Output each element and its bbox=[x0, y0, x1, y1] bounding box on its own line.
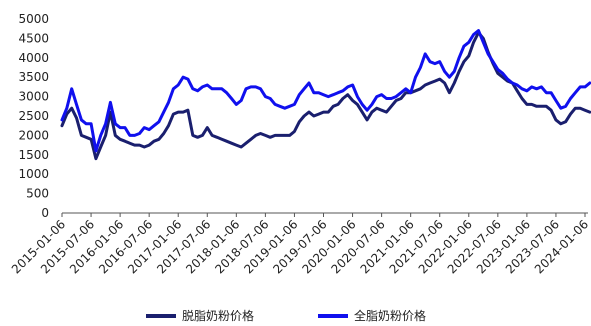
y-tick-label: 5000 bbox=[18, 12, 49, 26]
series-line-whole-milk-powder bbox=[60, 29, 591, 153]
y-axis: 0 500 1000 1500 2000 2500 3000 3500 4000 4500 5000 bbox=[18, 12, 49, 220]
y-tick-label: 4000 bbox=[18, 51, 49, 65]
series-line-skim-milk-powder bbox=[60, 31, 591, 161]
legend-label-skim: 脱脂奶粉价格 bbox=[182, 308, 254, 323]
y-tick-label: 1500 bbox=[18, 148, 49, 162]
y-tick-label: 500 bbox=[26, 187, 49, 201]
y-tick-label: 2500 bbox=[18, 109, 49, 123]
y-tick-label: 3000 bbox=[18, 90, 49, 104]
y-tick-label: 1000 bbox=[18, 167, 49, 181]
y-tick-label: 0 bbox=[41, 206, 49, 220]
y-tick-label: 3500 bbox=[18, 70, 49, 84]
legend: 脱脂奶粉价格 全脂奶粉价格 bbox=[146, 308, 426, 323]
plot-lines bbox=[60, 29, 591, 161]
y-tick-label: 2000 bbox=[18, 128, 49, 142]
x-axis: 2015-01-062015-07-062016-01-062016-07-06… bbox=[9, 212, 591, 276]
y-tick-label: 4500 bbox=[18, 31, 49, 45]
legend-label-whole: 全脂奶粉价格 bbox=[354, 308, 426, 323]
